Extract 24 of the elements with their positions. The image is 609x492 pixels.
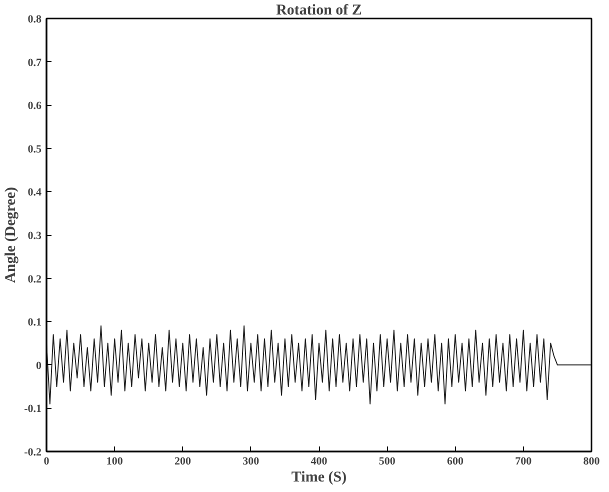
x-axis-title: Time (S) bbox=[291, 470, 347, 486]
y-tick-label: 0.1 bbox=[28, 316, 42, 329]
y-tick-label: 0.4 bbox=[28, 186, 42, 199]
x-tick-label: 100 bbox=[106, 456, 124, 468]
x-tick-label: 800 bbox=[583, 456, 600, 468]
y-tick-label: 0.3 bbox=[28, 230, 42, 242]
y-tick-label: 0.7 bbox=[28, 56, 42, 69]
y-tick-label: -0.1 bbox=[24, 403, 42, 416]
line-series bbox=[46, 325, 592, 404]
x-tick-label: 0 bbox=[44, 456, 50, 468]
x-tick-label: 400 bbox=[310, 456, 328, 468]
y-tick-label: 0 bbox=[36, 360, 42, 372]
y-tick-label: 0.6 bbox=[28, 100, 42, 112]
x-tick-label: 300 bbox=[242, 456, 260, 468]
x-tick-label: 600 bbox=[447, 456, 464, 468]
x-tick-label: 700 bbox=[515, 456, 532, 468]
x-tick-label: 200 bbox=[174, 456, 192, 468]
y-tick-label: 0.8 bbox=[28, 14, 42, 26]
y-tick-label: 0.5 bbox=[28, 143, 42, 156]
x-tick-label: 500 bbox=[378, 456, 396, 468]
chart-title: Rotation of Z bbox=[276, 2, 362, 18]
y-tick-label: 0.2 bbox=[28, 273, 42, 286]
y-tick-label: -0.2 bbox=[24, 446, 42, 458]
y-axis-title: Angle (Degree) bbox=[3, 187, 20, 283]
